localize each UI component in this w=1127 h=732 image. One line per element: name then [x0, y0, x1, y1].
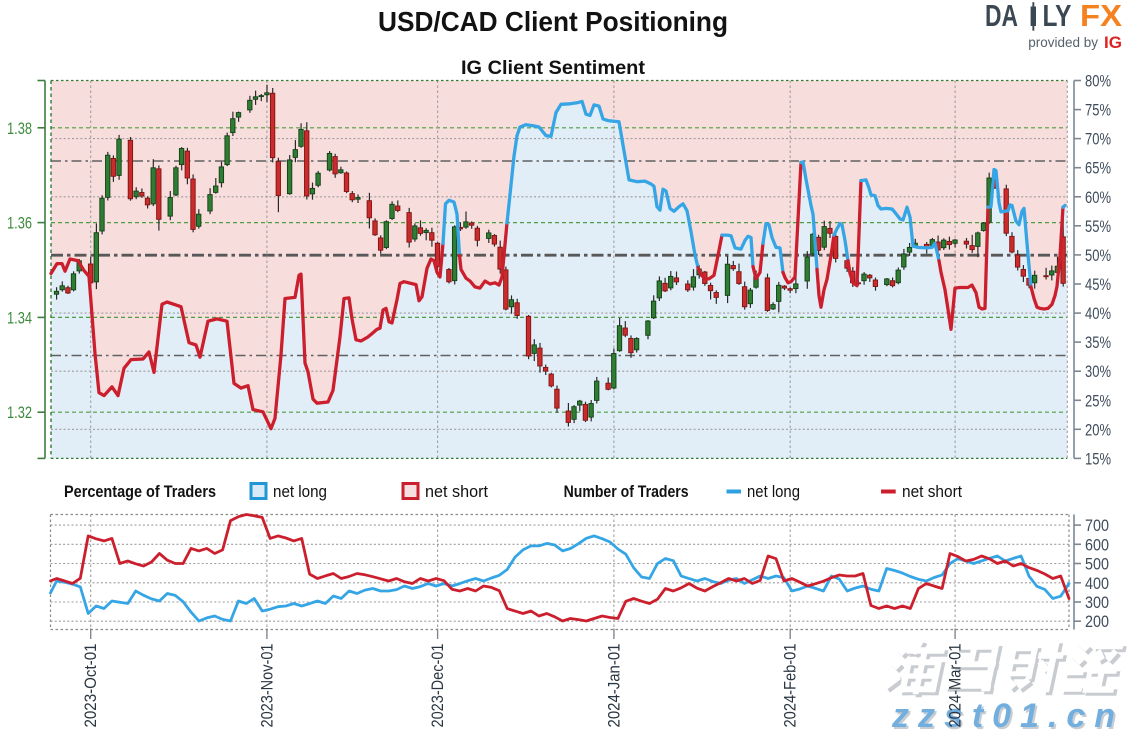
- svg-text:LY: LY: [1043, 0, 1072, 33]
- svg-text:2024-Jan-01: 2024-Jan-01: [605, 644, 623, 728]
- svg-text:zzst01.cn: zzst01.cn: [891, 697, 1115, 732]
- svg-text:net long: net long: [747, 483, 800, 501]
- svg-text:1.34: 1.34: [7, 309, 32, 327]
- svg-text:1.38: 1.38: [7, 120, 32, 138]
- svg-text:200: 200: [1085, 612, 1109, 631]
- svg-text:2023-Oct-01: 2023-Oct-01: [82, 644, 100, 728]
- svg-text:2023-Dec-01: 2023-Dec-01: [429, 644, 447, 728]
- svg-text:55%: 55%: [1085, 217, 1111, 236]
- svg-text:1.36: 1.36: [7, 215, 32, 233]
- svg-text:Percentage of Traders: Percentage of Traders: [64, 483, 216, 501]
- svg-text:50%: 50%: [1085, 246, 1111, 265]
- svg-text:45%: 45%: [1085, 275, 1111, 294]
- svg-text:zzst01.cn: zzst01.cn: [893, 699, 1117, 732]
- svg-text:75%: 75%: [1085, 101, 1111, 120]
- svg-text:500: 500: [1085, 555, 1109, 574]
- svg-text:300: 300: [1085, 593, 1109, 612]
- svg-text:IG: IG: [1104, 33, 1122, 52]
- svg-text:70%: 70%: [1085, 130, 1111, 149]
- svg-text:40%: 40%: [1085, 304, 1111, 323]
- svg-text:1.32: 1.32: [7, 404, 32, 422]
- svg-text:DA: DA: [985, 0, 1018, 33]
- svg-text:80%: 80%: [1085, 72, 1111, 91]
- svg-text:30%: 30%: [1085, 362, 1111, 381]
- svg-text:USD/CAD Client Positioning: USD/CAD Client Positioning: [378, 6, 728, 37]
- svg-text:2024-Mar-01: 2024-Mar-01: [947, 644, 965, 728]
- svg-text:65%: 65%: [1085, 159, 1111, 178]
- svg-text:FX: FX: [1080, 0, 1123, 33]
- svg-text:Number of Traders: Number of Traders: [564, 483, 689, 501]
- svg-text:35%: 35%: [1085, 333, 1111, 352]
- svg-text:700: 700: [1085, 516, 1109, 535]
- svg-text:25%: 25%: [1085, 391, 1111, 410]
- svg-text:net short: net short: [902, 483, 962, 501]
- svg-text:net short: net short: [425, 483, 488, 501]
- svg-text:IG Client Sentiment: IG Client Sentiment: [461, 57, 646, 79]
- svg-text:20%: 20%: [1085, 420, 1111, 439]
- svg-text:2023-Nov-01: 2023-Nov-01: [258, 644, 276, 728]
- svg-text:provided by: provided by: [1028, 35, 1098, 50]
- svg-text:15%: 15%: [1085, 449, 1111, 468]
- svg-text:net long: net long: [273, 483, 327, 501]
- svg-text:400: 400: [1085, 574, 1109, 593]
- svg-text:60%: 60%: [1085, 188, 1111, 207]
- svg-text:600: 600: [1085, 535, 1109, 554]
- svg-text:2024-Feb-01: 2024-Feb-01: [782, 644, 800, 728]
